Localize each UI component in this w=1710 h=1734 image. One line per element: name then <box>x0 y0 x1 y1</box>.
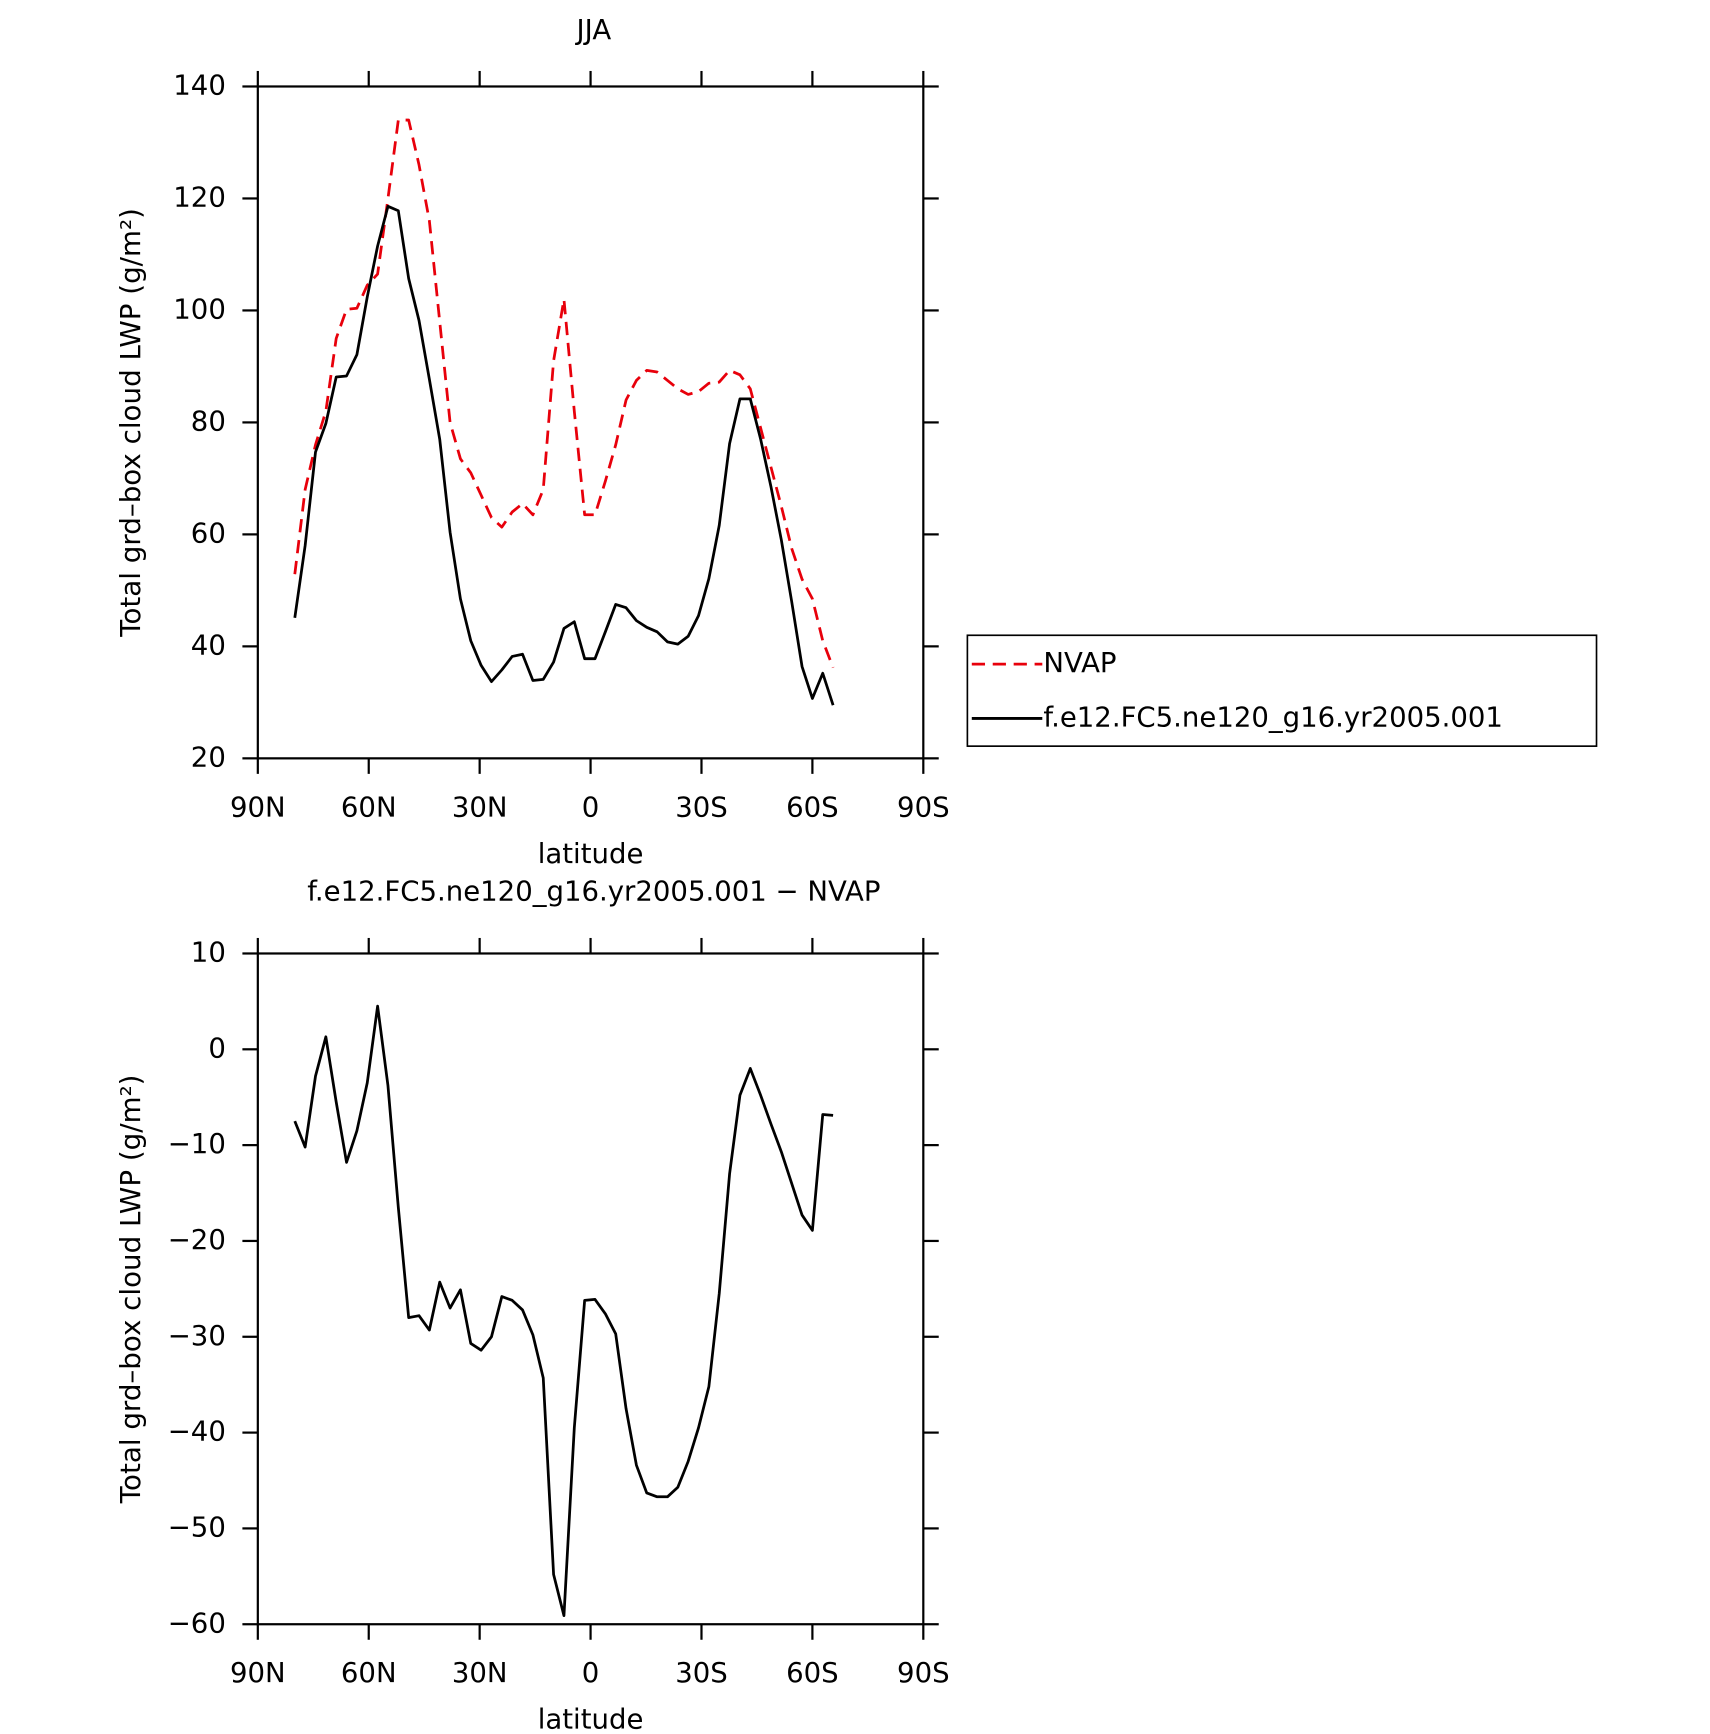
y-tick-label: 80 <box>191 404 226 437</box>
y-tick-label: −30 <box>168 1319 226 1352</box>
y-tick-label: 140 <box>173 68 226 101</box>
chart-title: f.e12.FC5.ne120_g16.yr2005.001 − NVAP <box>307 874 880 907</box>
x-tick-label: 60N <box>341 1656 397 1689</box>
y-tick-label: −10 <box>168 1127 226 1160</box>
y-axis-label: Total grd–box cloud LWP (g/m²) <box>114 1075 147 1505</box>
x-tick-label: 60S <box>786 790 839 823</box>
x-tick-label: 30N <box>452 790 508 823</box>
y-tick-label: −40 <box>168 1415 226 1448</box>
series-line <box>293 1004 834 1617</box>
x-tick-label: 0 <box>582 1656 600 1689</box>
legend-box <box>966 634 1598 747</box>
y-tick-label: −50 <box>168 1510 226 1543</box>
series-line <box>293 204 835 706</box>
x-tick-label: 90S <box>897 1656 950 1689</box>
x-tick-label: 30S <box>675 790 728 823</box>
x-tick-label: 60S <box>786 1656 839 1689</box>
x-tick-label: 90N <box>230 790 286 823</box>
x-tick-label: 30N <box>452 1656 508 1689</box>
x-tick-label: 60N <box>341 790 397 823</box>
y-tick-label: −60 <box>168 1606 226 1639</box>
x-tick-label: 90S <box>897 790 950 823</box>
series-line <box>293 118 835 669</box>
y-tick-label: −20 <box>168 1223 226 1256</box>
legend-label: NVAP <box>1043 646 1116 679</box>
y-tick-label: 20 <box>191 740 226 773</box>
y-tick-label: 40 <box>191 628 226 661</box>
y-tick-label: 0 <box>208 1031 226 1064</box>
x-tick-label: 0 <box>582 790 600 823</box>
y-axis-label: Total grd–box cloud LWP (g/m²) <box>114 208 147 638</box>
y-tick-label: 60 <box>191 516 226 549</box>
y-tick-label: 120 <box>173 180 226 213</box>
plot-frame <box>256 952 925 1626</box>
y-tick-label: 10 <box>191 935 226 968</box>
x-tick-label: 30S <box>675 1656 728 1689</box>
x-axis-label: latitude <box>538 837 644 870</box>
y-tick-label: 100 <box>173 292 226 325</box>
chart-title: JJA <box>575 13 612 46</box>
plot-frame <box>256 85 925 760</box>
legend-label: f.e12.FC5.ne120_g16.yr2005.001 <box>1043 700 1503 733</box>
x-tick-label: 90N <box>230 1656 286 1689</box>
x-axis-label: latitude <box>538 1703 644 1734</box>
